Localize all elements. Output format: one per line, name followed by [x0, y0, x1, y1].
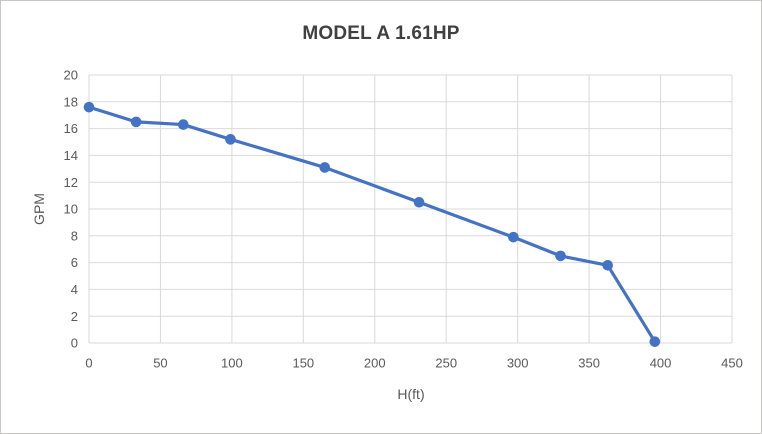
x-tick-label: 250 [435, 356, 457, 371]
data-point [649, 336, 661, 347]
y-tick-label: 4 [71, 282, 78, 297]
chart-title: MODEL A 1.61HP [302, 23, 460, 44]
x-tick-label: 150 [292, 356, 314, 371]
y-tick-label: 2 [71, 309, 78, 324]
y-tick-label: 12 [64, 175, 78, 190]
y-tick-label: 8 [71, 228, 78, 243]
x-tick-label: 200 [364, 356, 386, 371]
x-tick-label: 300 [507, 356, 529, 371]
data-point [83, 101, 95, 113]
y-tick-label: 6 [71, 255, 78, 270]
y-tick-label: 20 [64, 68, 78, 83]
data-point [413, 197, 425, 208]
x-tick-label: 0 [85, 356, 92, 371]
x-tick-label: 450 [721, 356, 743, 371]
data-point [508, 231, 519, 243]
x-tick-label: 50 [153, 356, 167, 371]
y-tick-label: 16 [64, 121, 78, 136]
x-tick-label: 350 [578, 356, 600, 371]
y-tick-label: 0 [71, 336, 78, 351]
data-point [130, 116, 142, 128]
y-axis-title: GPM [31, 193, 47, 225]
data-point [225, 134, 236, 145]
data-point [555, 250, 566, 262]
y-tick-label: 14 [64, 148, 78, 163]
x-axis-title: H(ft) [397, 386, 425, 402]
series-line [87, 105, 657, 344]
x-tick-label: 100 [221, 356, 243, 371]
data-point [319, 162, 331, 173]
y-tick-label: 10 [64, 202, 78, 217]
y-tick-label: 18 [64, 94, 78, 109]
data-point [602, 259, 613, 271]
data-point [178, 119, 189, 130]
x-tick-label: 400 [650, 356, 672, 371]
